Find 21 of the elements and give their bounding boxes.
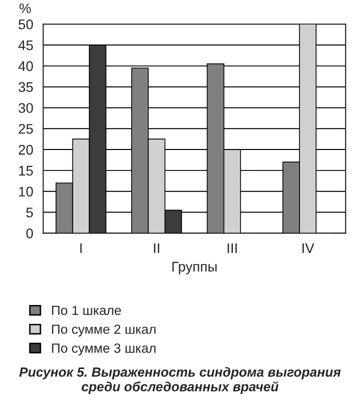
- legend-label: По 1 шкале: [52, 306, 121, 316]
- y-tick-label: 25: [18, 124, 33, 134]
- y-tick-label: 0: [26, 228, 33, 238]
- x-tick-label: III: [228, 243, 237, 253]
- y-tick-label: 50: [18, 19, 33, 30]
- x-axis-title: Группы: [172, 262, 217, 274]
- text: Рисунок 5. Выраженность синдрома выгорания среди обследованных врачей: [19, 367, 341, 394]
- y-tick-label: 35: [18, 82, 33, 92]
- y-tick-label: 10: [19, 186, 33, 197]
- y-tick-label: 45: [18, 40, 33, 50]
- legend-label: По сумме 2 шкал: [52, 324, 156, 337]
- x-tick-label: IV: [302, 243, 314, 253]
- x-tick-label: II: [154, 243, 160, 253]
- y-tick-label: 40: [18, 61, 33, 72]
- y-tick-label: 5: [26, 208, 33, 218]
- x-tick-label: I: [80, 243, 82, 253]
- y-tick-label: 30: [18, 103, 33, 113]
- legend-label: По сумме 3 шкал: [52, 343, 156, 356]
- y-tick-label: 20: [18, 144, 33, 155]
- y-axis-title: %: [20, 3, 31, 14]
- y-tick-label: 15: [19, 166, 33, 176]
